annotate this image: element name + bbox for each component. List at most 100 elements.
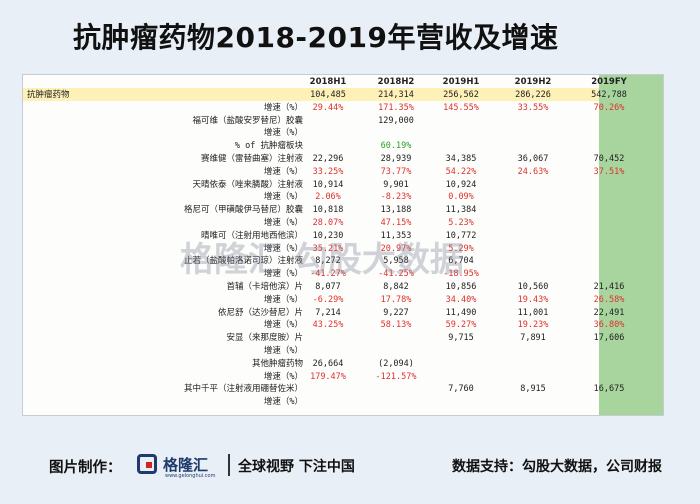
- table-cell: -8.23%: [363, 192, 429, 203]
- table-cell: 58.13%: [363, 320, 429, 331]
- table-cell: 73.77%: [363, 167, 429, 178]
- table-cell: 28,939: [363, 154, 429, 165]
- table-cell: 34,385: [428, 154, 494, 165]
- table-cell: 60.19%: [363, 141, 429, 152]
- table-cell: 26.58%: [576, 295, 642, 306]
- table-cell: 37.51%: [576, 167, 642, 178]
- page-title: 抗肿瘤药物2018-2019年营收及增速: [73, 16, 558, 56]
- table-cell: -121.57%: [363, 372, 429, 383]
- table-cell: 70,452: [576, 154, 642, 165]
- row-label: 增速（%）: [43, 103, 303, 114]
- table-cell: 10,560: [500, 282, 566, 293]
- table-cell: 34.40%: [428, 295, 494, 306]
- column-header: 2019H1: [428, 77, 494, 88]
- footer: 图片制作： 格隆汇 www.gelonghui.com 全球视野 下注中国 数据…: [0, 440, 700, 504]
- table-cell: 286,226: [500, 90, 566, 101]
- row-label: 增速（%）: [43, 167, 303, 178]
- row-label: 首辅（卡培他滨）片: [43, 282, 303, 293]
- table-cell: 129,000: [363, 116, 429, 127]
- table-cell: 179.47%: [295, 372, 361, 383]
- table-cell: 10,914: [295, 180, 361, 191]
- table-cell: 8,915: [500, 384, 566, 395]
- table-cell: 36.80%: [576, 320, 642, 331]
- row-label: 天晴依泰（唑来膦酸）注射液: [43, 180, 303, 191]
- table-cell: 33.55%: [500, 103, 566, 114]
- table-cell: 10,818: [295, 205, 361, 216]
- table-cell: 33.25%: [295, 167, 361, 178]
- row-label: 增速（%）: [43, 397, 303, 408]
- table-cell: 13,188: [363, 205, 429, 216]
- row-label: 安显（来那度胺）片: [43, 333, 303, 344]
- row-label: 其他肿瘤药物: [43, 359, 303, 370]
- table-cell: 36,067: [500, 154, 566, 165]
- table-cell: 10,924: [428, 180, 494, 191]
- table-cell: (2,094): [363, 359, 429, 370]
- table-cell: 16,675: [576, 384, 642, 395]
- row-label: 抗肿瘤药物: [27, 90, 70, 101]
- table-cell: 104,485: [295, 90, 361, 101]
- table-cell: 7,891: [500, 333, 566, 344]
- row-label: 增速（%）: [43, 295, 303, 306]
- table-cell: 24.63%: [500, 167, 566, 178]
- gelonghui-logo-icon: [137, 454, 157, 474]
- table-cell: 145.55%: [428, 103, 494, 114]
- fy-column-highlight: [599, 75, 663, 415]
- table-cell: 59.27%: [428, 320, 494, 331]
- row-label: 增速（%）: [43, 372, 303, 383]
- table-cell: 17,606: [576, 333, 642, 344]
- table-cell: -6.29%: [295, 295, 361, 306]
- row-label: % of 抗肿瘤板块: [43, 141, 303, 152]
- table-cell: 171.35%: [363, 103, 429, 114]
- row-label: 格尼可（甲磺酸伊马替尼）胶囊: [43, 205, 303, 216]
- table-cell: 542,788: [576, 90, 642, 101]
- table-cell: 5.23%: [428, 218, 494, 229]
- table-cell: 29.44%: [295, 103, 361, 114]
- column-header: 2018H1: [295, 77, 361, 88]
- table-cell: 9,901: [363, 180, 429, 191]
- table-cell: 8,077: [295, 282, 361, 293]
- table-cell: 17.78%: [363, 295, 429, 306]
- brand-url: www.gelonghui.com: [165, 473, 215, 479]
- row-label: 福可维（盐酸安罗替尼）胶囊: [43, 116, 303, 127]
- data-source: 数据支持：勾股大数据，公司财报: [452, 456, 662, 476]
- footer-divider: [228, 454, 230, 476]
- table-cell: 9,715: [428, 333, 494, 344]
- table-cell: 21,416: [576, 282, 642, 293]
- table-cell: 11,384: [428, 205, 494, 216]
- column-header: 2019H2: [500, 77, 566, 88]
- table-cell: 70.26%: [576, 103, 642, 114]
- watermark: 格隆汇 勾股大数据: [180, 232, 464, 281]
- table-cell: 214,314: [363, 90, 429, 101]
- slogan: 全球视野 下注中国: [238, 456, 355, 476]
- table-cell: 9,227: [363, 308, 429, 319]
- table-cell: 10,856: [428, 282, 494, 293]
- row-label: 增速（%）: [43, 320, 303, 331]
- row-label: 增速（%）: [43, 192, 303, 203]
- column-header: 2018H2: [363, 77, 429, 88]
- table-cell: 2.06%: [295, 192, 361, 203]
- row-label: 增速（%）: [43, 218, 303, 229]
- table-cell: 28.07%: [295, 218, 361, 229]
- row-label: 依尼舒（达沙替尼）片: [43, 308, 303, 319]
- table-cell: 54.22%: [428, 167, 494, 178]
- row-label: 赛维健（雷替曲塞）注射液: [43, 154, 303, 165]
- table-cell: 256,562: [428, 90, 494, 101]
- table-cell: 19.23%: [500, 320, 566, 331]
- made-by-label: 图片制作：: [49, 456, 122, 477]
- table-cell: 7,760: [428, 384, 494, 395]
- table-cell: 22,296: [295, 154, 361, 165]
- table-cell: 7,214: [295, 308, 361, 319]
- row-label: 增速（%）: [43, 128, 303, 139]
- table-cell: 26,664: [295, 359, 361, 370]
- table-cell: 0.09%: [428, 192, 494, 203]
- table-cell: 11,490: [428, 308, 494, 319]
- row-label: 增速（%）: [43, 346, 303, 357]
- column-header: 2019FY: [576, 77, 642, 88]
- table-cell: 43.25%: [295, 320, 361, 331]
- table-cell: 47.15%: [363, 218, 429, 229]
- brand-name: 格隆汇: [163, 454, 208, 475]
- table-cell: 8,842: [363, 282, 429, 293]
- table-cell: 22,491: [576, 308, 642, 319]
- table-cell: 19.43%: [500, 295, 566, 306]
- table-cell: 11,001: [500, 308, 566, 319]
